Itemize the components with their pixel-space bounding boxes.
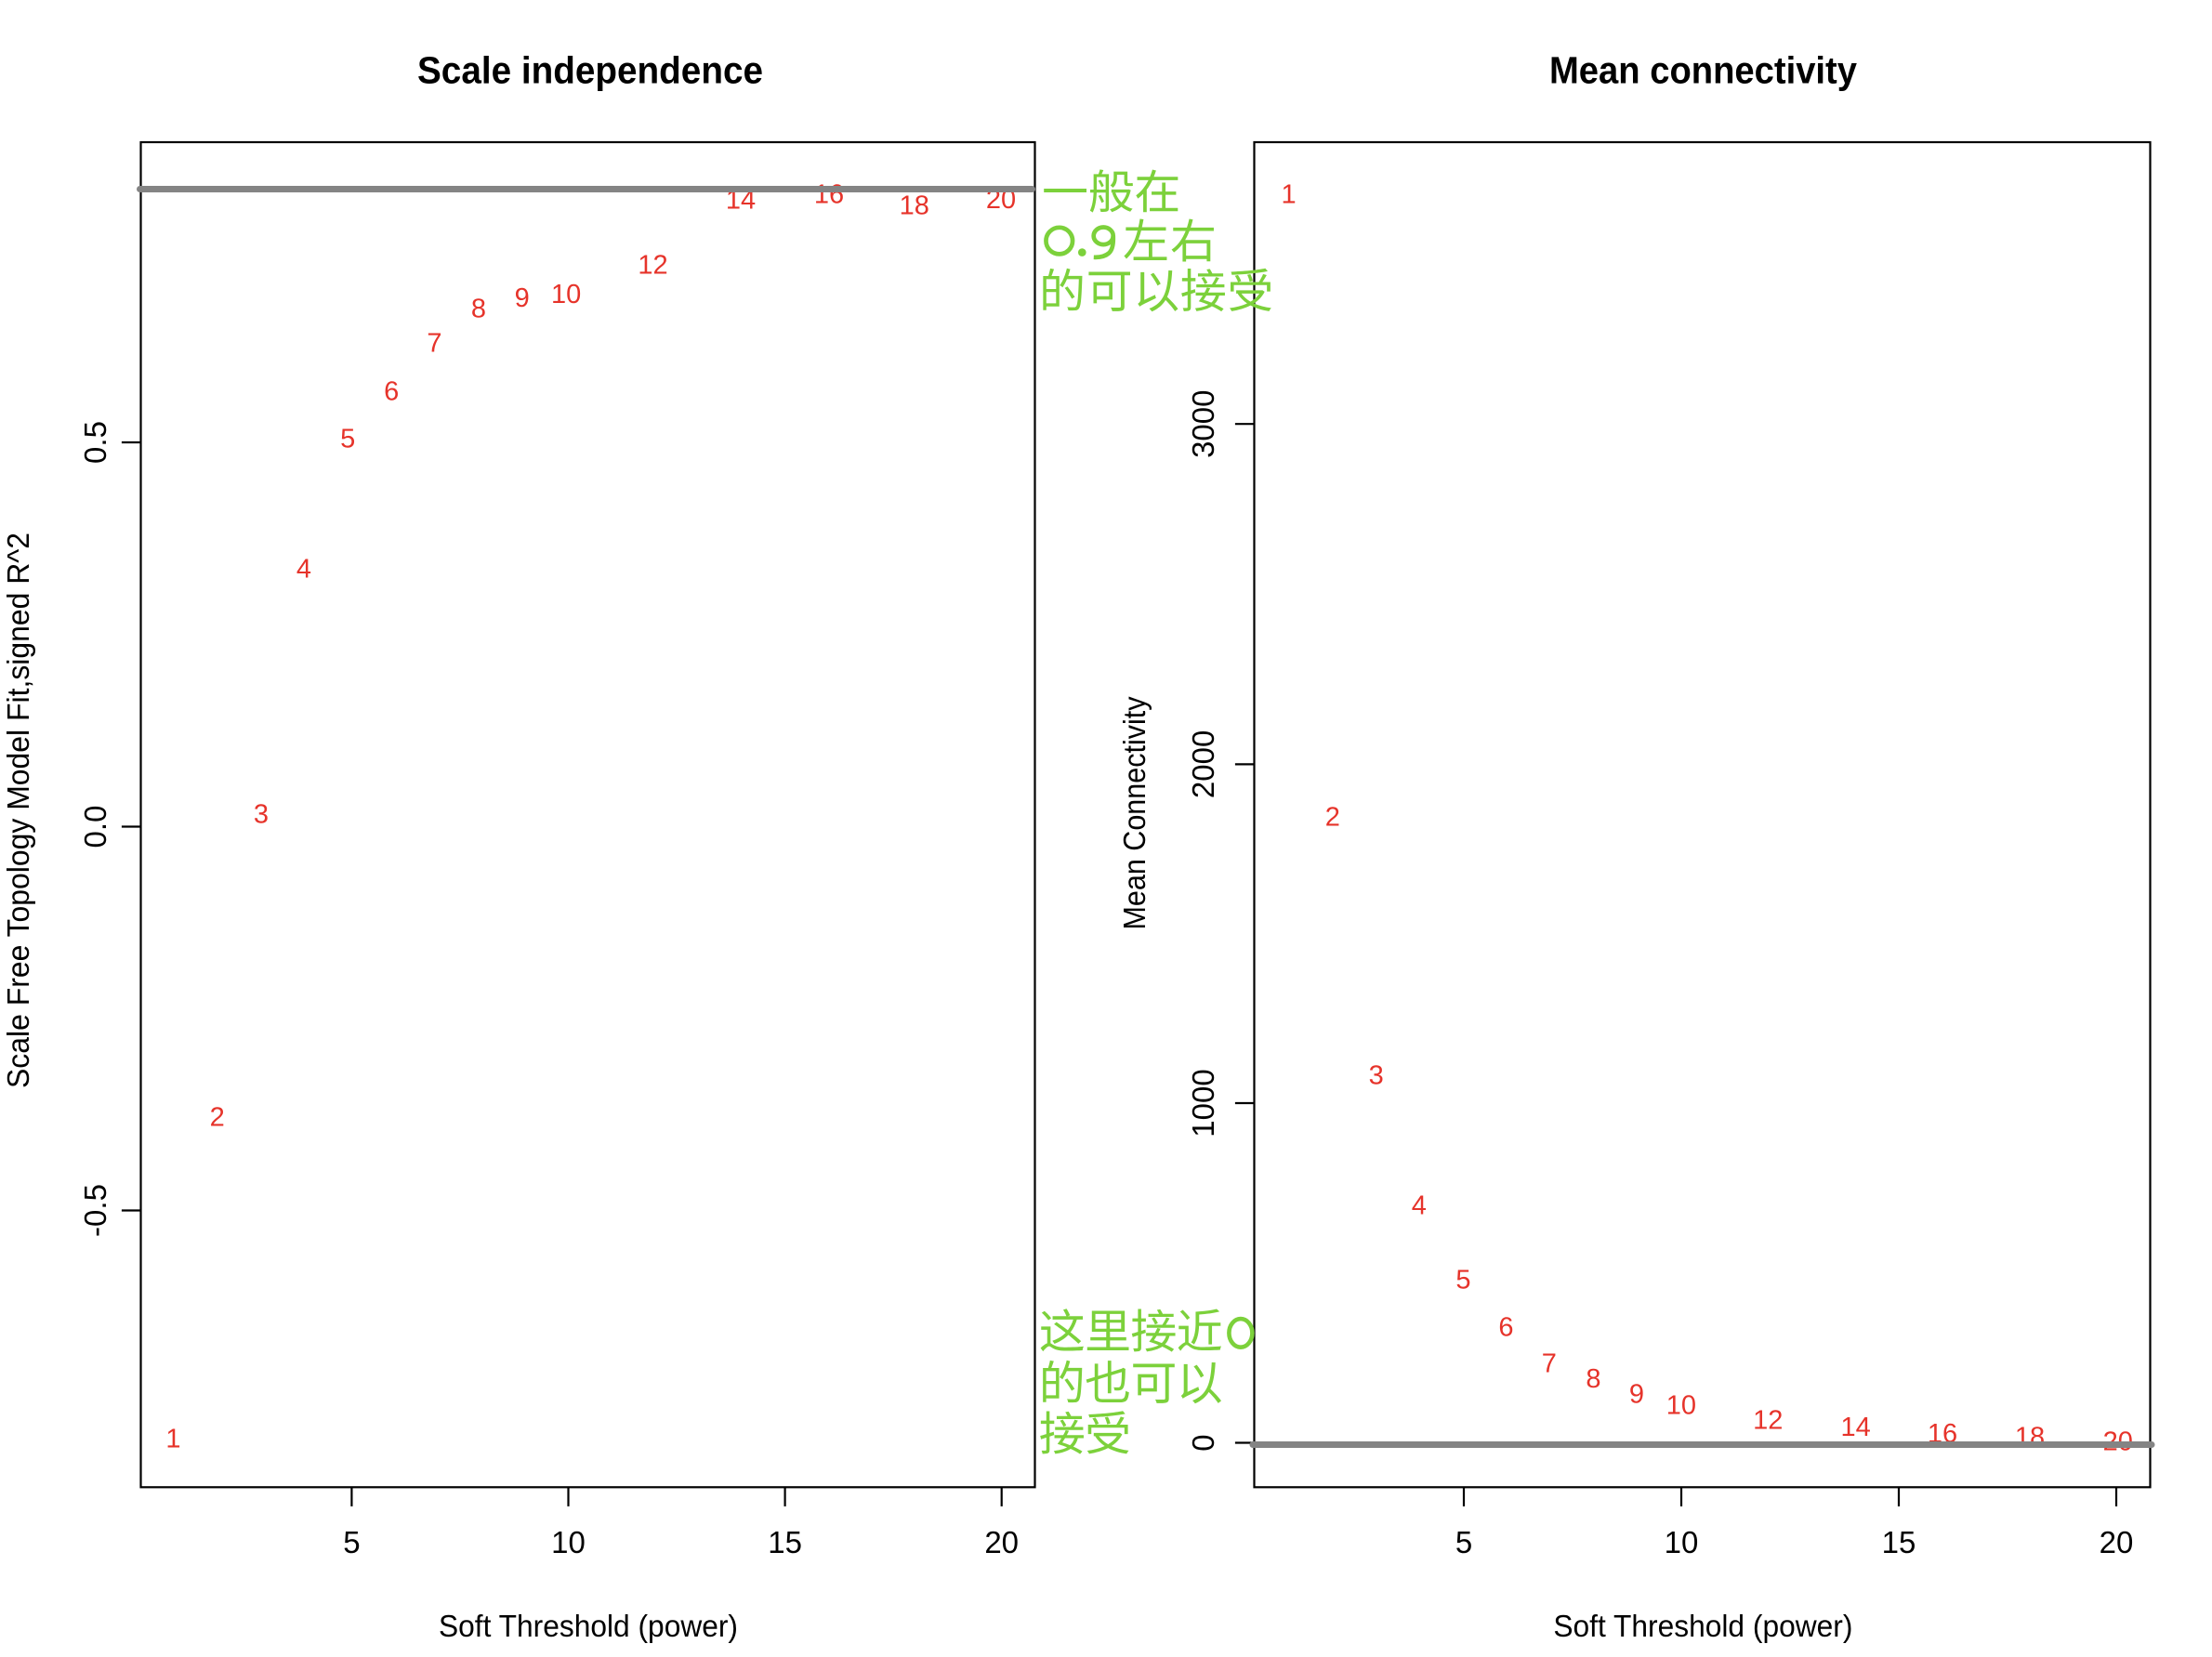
- svg-text:9: 9: [515, 283, 530, 313]
- svg-text:3: 3: [1369, 1061, 1384, 1091]
- svg-text:5: 5: [340, 425, 355, 454]
- svg-text:10: 10: [551, 1525, 586, 1559]
- svg-text:8: 8: [1586, 1364, 1600, 1394]
- svg-text:10: 10: [551, 280, 581, 309]
- svg-text:2: 2: [210, 1103, 225, 1133]
- svg-text:6: 6: [1498, 1313, 1513, 1343]
- svg-text:18: 18: [900, 191, 929, 221]
- svg-text:3: 3: [254, 799, 269, 829]
- svg-text:0: 0: [1186, 1434, 1220, 1451]
- svg-text:2: 2: [1325, 803, 1340, 833]
- svg-text:3000: 3000: [1186, 389, 1220, 457]
- svg-text:1: 1: [1282, 180, 1297, 210]
- svg-text:Soft Threshold (power): Soft Threshold (power): [1553, 1609, 1852, 1643]
- svg-text:Mean Connectivity: Mean Connectivity: [1117, 696, 1152, 929]
- svg-text:20: 20: [2100, 1525, 2134, 1559]
- svg-text:5: 5: [1455, 1266, 1470, 1295]
- svg-text:12: 12: [1753, 1406, 1783, 1436]
- svg-text:12: 12: [638, 251, 667, 281]
- svg-text:4: 4: [296, 555, 311, 585]
- svg-text:2000: 2000: [1186, 730, 1220, 798]
- svg-text:7: 7: [427, 329, 441, 359]
- svg-text:7: 7: [1542, 1349, 1557, 1379]
- svg-text:10: 10: [1666, 1391, 1696, 1421]
- svg-text:Scale Free Topology Model Fit,: Scale Free Topology Model Fit,signed R^2: [1, 533, 35, 1088]
- svg-text:6: 6: [384, 377, 399, 407]
- svg-text:0.5: 0.5: [78, 421, 112, 464]
- svg-text:5: 5: [343, 1525, 360, 1559]
- svg-text:1000: 1000: [1186, 1069, 1220, 1137]
- svg-text:15: 15: [768, 1525, 802, 1559]
- svg-text:Scale independence: Scale independence: [417, 49, 763, 92]
- svg-text:-0.5: -0.5: [78, 1184, 112, 1237]
- svg-text:0.0: 0.0: [78, 806, 112, 848]
- svg-text:5: 5: [1455, 1525, 1472, 1559]
- svg-text:15: 15: [1882, 1525, 1916, 1559]
- svg-text:9: 9: [1629, 1380, 1644, 1410]
- svg-text:10: 10: [1665, 1525, 1699, 1559]
- svg-text:16: 16: [814, 180, 844, 210]
- svg-text:8: 8: [471, 295, 486, 324]
- svg-text:20: 20: [984, 1525, 1019, 1559]
- svg-text:14: 14: [1840, 1413, 1870, 1442]
- svg-text:4: 4: [1412, 1191, 1427, 1221]
- svg-text:Mean connectivity: Mean connectivity: [1549, 49, 1857, 92]
- svg-text:Soft Threshold (power): Soft Threshold (power): [439, 1609, 738, 1643]
- svg-text:1: 1: [165, 1425, 180, 1454]
